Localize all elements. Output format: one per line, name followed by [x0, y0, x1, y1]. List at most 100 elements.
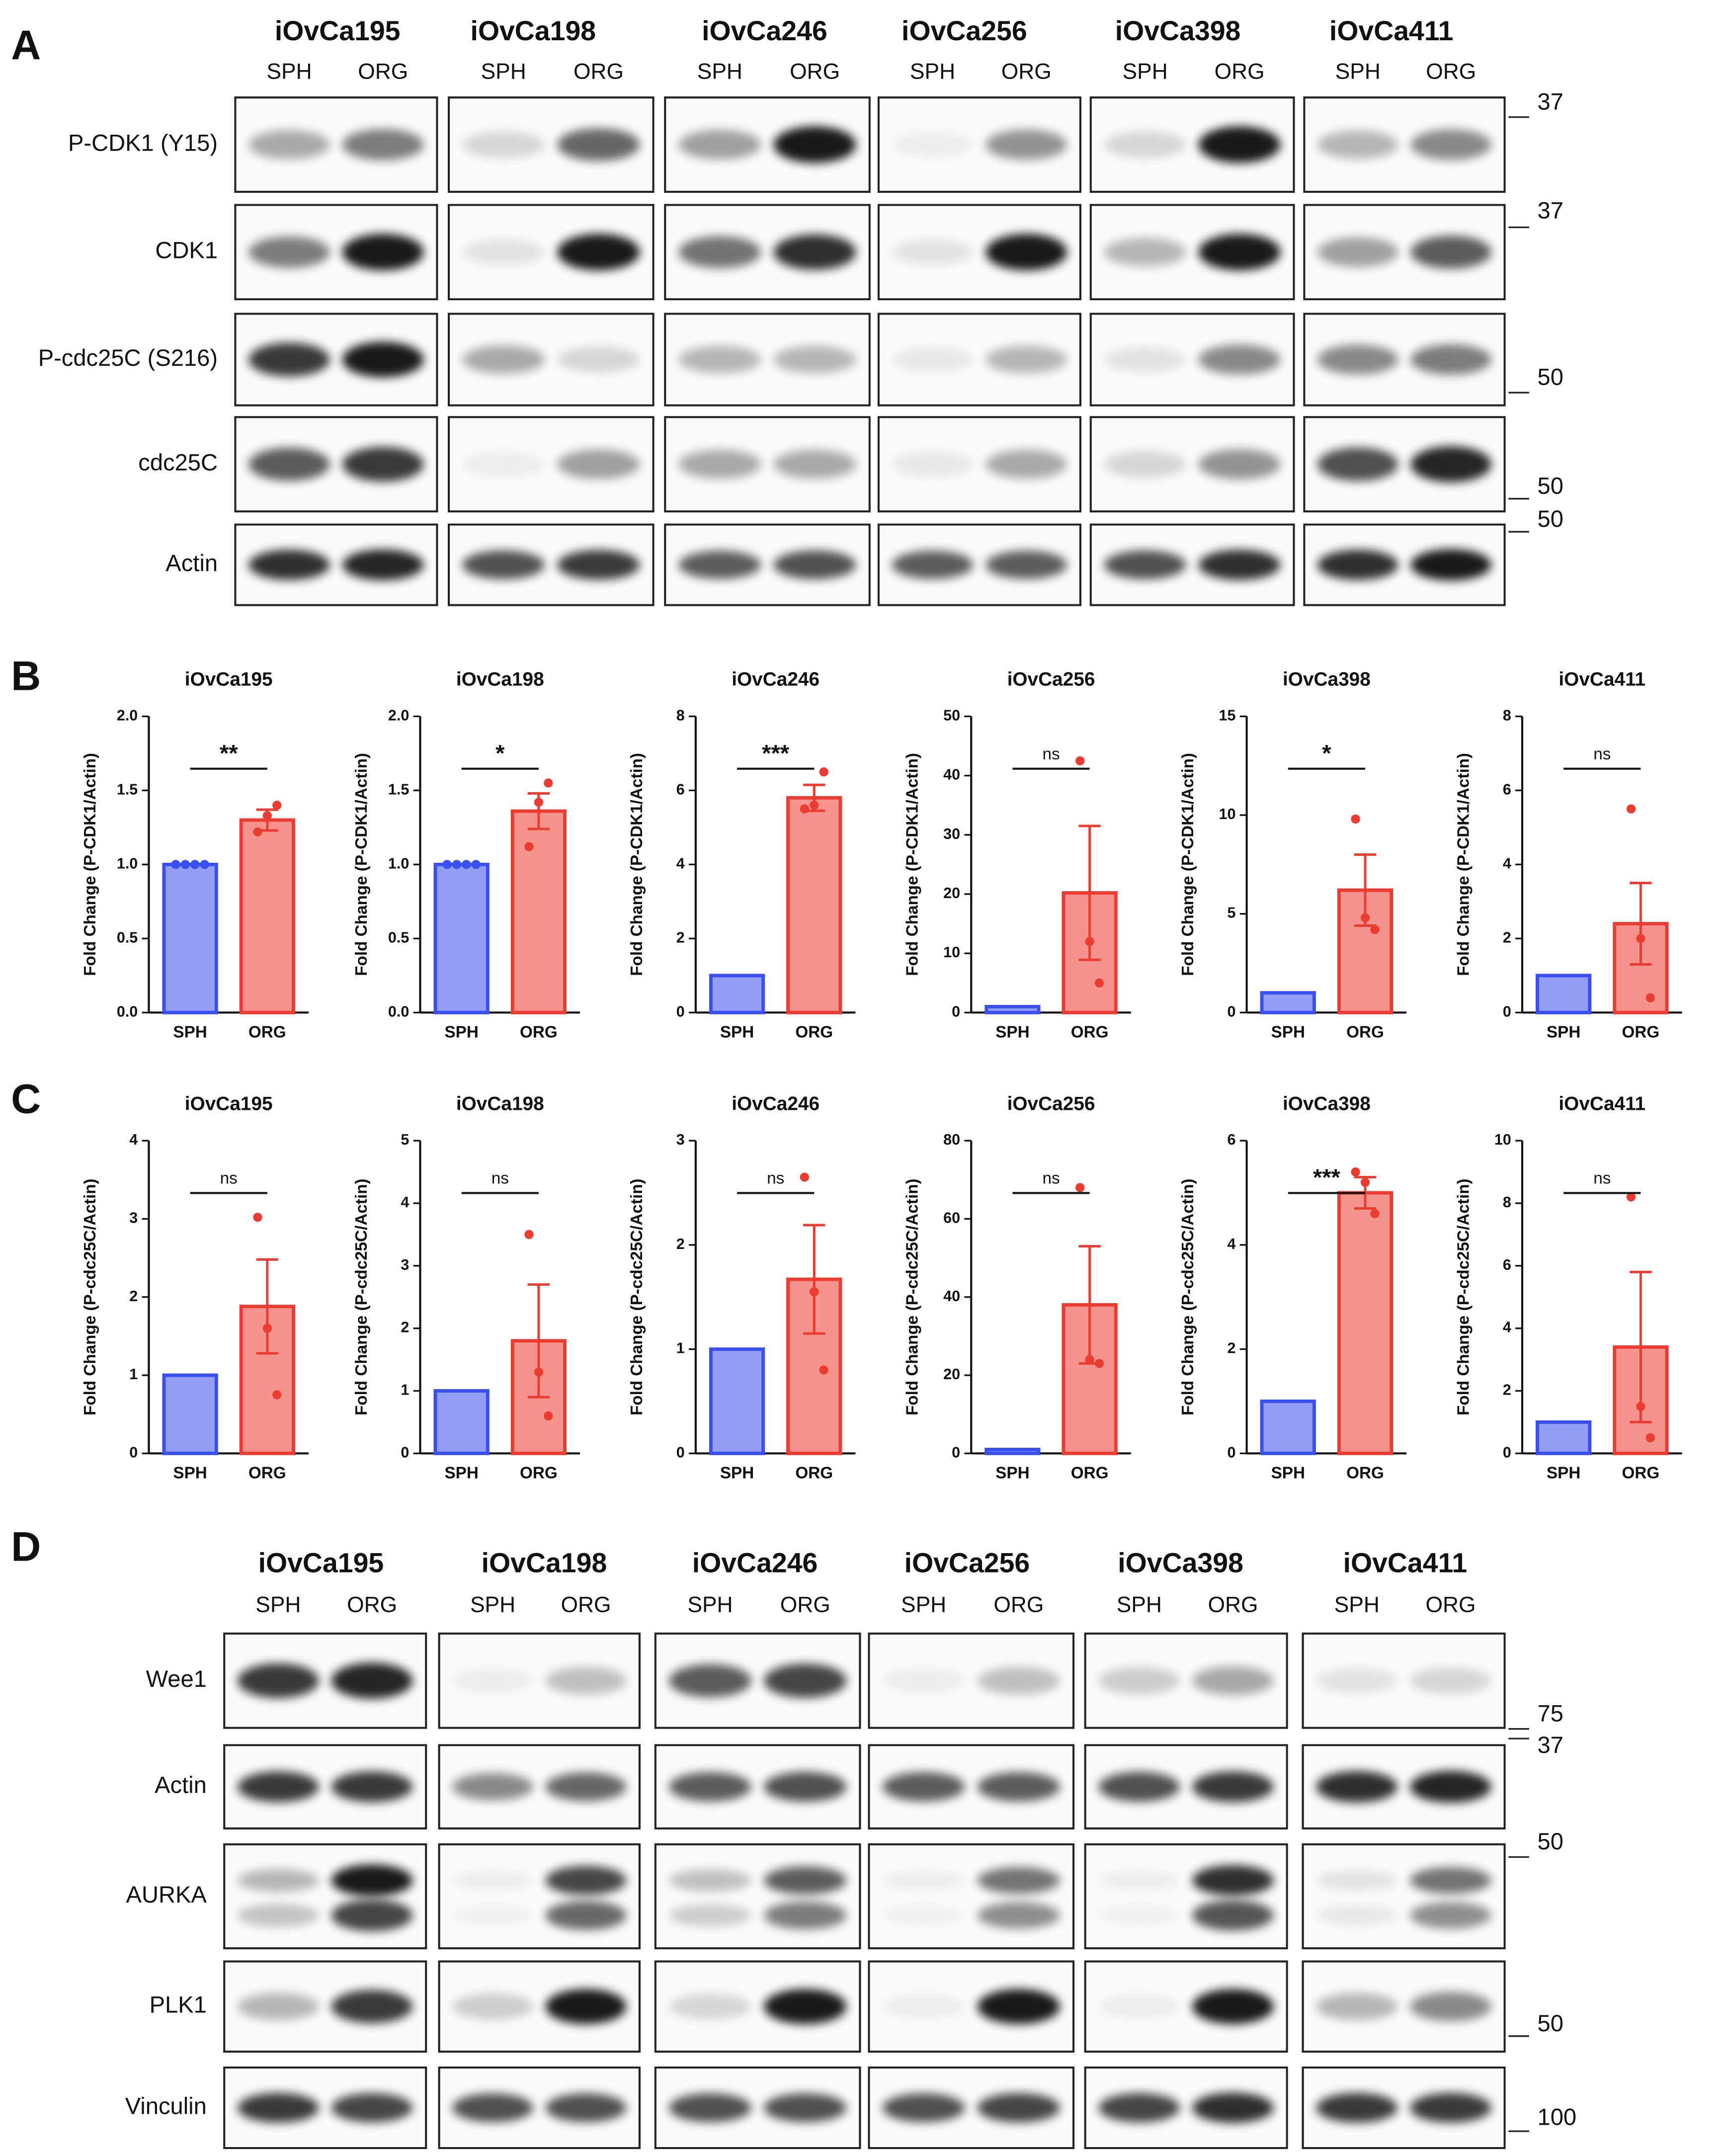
y-axis-label: Fold Change (P-CDK1/Actin): [1454, 753, 1473, 976]
protein-label: PLK1: [150, 1991, 207, 2018]
blot-box: [223, 1960, 427, 2053]
x-tick-label: SPH: [995, 1464, 1029, 1483]
blot-box: [1084, 2066, 1288, 2150]
blot-border: [877, 313, 1082, 407]
chart-title: iOvCa398: [1283, 1093, 1371, 1114]
band: [668, 1869, 752, 1892]
band: [1104, 238, 1186, 266]
band: [1098, 1870, 1180, 1891]
data-point: [1094, 978, 1104, 988]
blot-box: [654, 2066, 861, 2150]
chart-title: iOvCa195: [185, 669, 273, 690]
data-point: [810, 1287, 819, 1297]
data-point: [272, 1390, 282, 1400]
blot-border: [1089, 313, 1295, 407]
marker-label: 50: [1537, 2010, 1563, 2036]
y-tick-label: 0: [952, 1444, 960, 1461]
band: [248, 236, 330, 268]
marker-label: 37: [1537, 1732, 1563, 1758]
data-point: [1360, 913, 1370, 922]
band: [668, 2093, 752, 2123]
band: [678, 130, 761, 160]
band: [977, 1666, 1061, 1695]
band: [248, 342, 330, 377]
blot-border: [1303, 523, 1506, 606]
blot-border: [1303, 96, 1506, 193]
y-axis-label: Fold Change (P-cdc25C/Actin): [628, 1178, 646, 1415]
band: [668, 1904, 752, 1927]
data-point: [1075, 756, 1085, 765]
y-tick-label: 0: [1503, 1003, 1511, 1020]
data-point: [810, 801, 819, 810]
band: [1104, 131, 1186, 159]
blot-box: [1303, 204, 1506, 301]
blot-box: [664, 523, 871, 606]
y-axis-label: Fold Change (P-CDK1/Actin): [628, 753, 646, 976]
band: [462, 131, 545, 159]
band: [237, 1771, 319, 1803]
y-tick-label: 40: [943, 766, 960, 783]
cell-line-header: iOvCa195: [275, 15, 401, 46]
bar: [239, 818, 295, 1014]
x-tick-label: SPH: [444, 1023, 478, 1042]
y-tick-label: 2.0: [117, 707, 138, 724]
y-tick-label: 6: [676, 781, 685, 798]
lane-label: SPH: [1334, 1593, 1380, 1617]
chart-title: iOvCa411: [1558, 1093, 1645, 1114]
x-tick-label: ORG: [1622, 1023, 1660, 1042]
blot-background: [438, 1843, 641, 1950]
y-tick-label: 40: [943, 1288, 960, 1305]
x-tick-label: SPH: [173, 1023, 207, 1042]
cell-line-header: iOvCa246: [692, 1548, 818, 1578]
band: [1410, 446, 1492, 483]
y-tick-label: 2: [1503, 929, 1511, 946]
panel-label: A: [11, 22, 41, 68]
data-point: [180, 860, 190, 869]
marker-label: 37: [1537, 88, 1563, 114]
blot-border: [447, 416, 655, 513]
blot-border: [877, 96, 1082, 193]
blot-border: [1302, 1744, 1506, 1830]
data-point: [471, 860, 481, 869]
y-tick-label: 1: [676, 1340, 685, 1357]
band: [557, 234, 640, 271]
cell-line-header: iOvCa198: [482, 1548, 607, 1578]
y-tick-label: 4: [1503, 1319, 1511, 1336]
band: [1317, 237, 1398, 267]
band: [331, 1864, 413, 1897]
band: [1192, 2092, 1274, 2123]
lane-label: SPH: [1335, 60, 1381, 84]
blot-border: [223, 1632, 427, 1729]
x-tick-label: SPH: [720, 1464, 754, 1483]
band: [977, 1772, 1061, 1802]
band: [678, 236, 761, 268]
blot-border: [438, 1960, 641, 2053]
bar: [433, 1389, 490, 1455]
y-tick-label: 1.5: [117, 781, 138, 798]
chart-title: iOvCa411: [1558, 669, 1645, 690]
blot-border: [877, 204, 1082, 301]
band: [1409, 1867, 1492, 1894]
panel-label: C: [11, 1076, 41, 1122]
lane-label: SPH: [255, 1593, 301, 1617]
cell-line-header: iOvCa195: [258, 1548, 384, 1578]
y-tick-label: 4: [129, 1131, 138, 1148]
blot-box: [234, 96, 438, 193]
significance-label: ns: [1042, 745, 1060, 763]
blot-box: [1302, 1632, 1506, 1729]
y-tick-label: 8: [1503, 1194, 1511, 1211]
band: [557, 550, 640, 580]
band: [1316, 2092, 1398, 2123]
bar: [1337, 1191, 1394, 1455]
protein-label: CDK1: [155, 237, 218, 263]
band: [773, 234, 856, 270]
data-point: [462, 860, 471, 869]
y-tick-label: 5: [401, 1131, 409, 1148]
lane-label: SPH: [697, 60, 742, 84]
protein-label: P-cdc25C (S216): [38, 344, 218, 371]
band: [764, 1772, 847, 1802]
blot-border: [1303, 313, 1506, 407]
significance-label: *: [495, 740, 505, 766]
band: [764, 1663, 847, 1698]
band: [545, 1989, 627, 2024]
